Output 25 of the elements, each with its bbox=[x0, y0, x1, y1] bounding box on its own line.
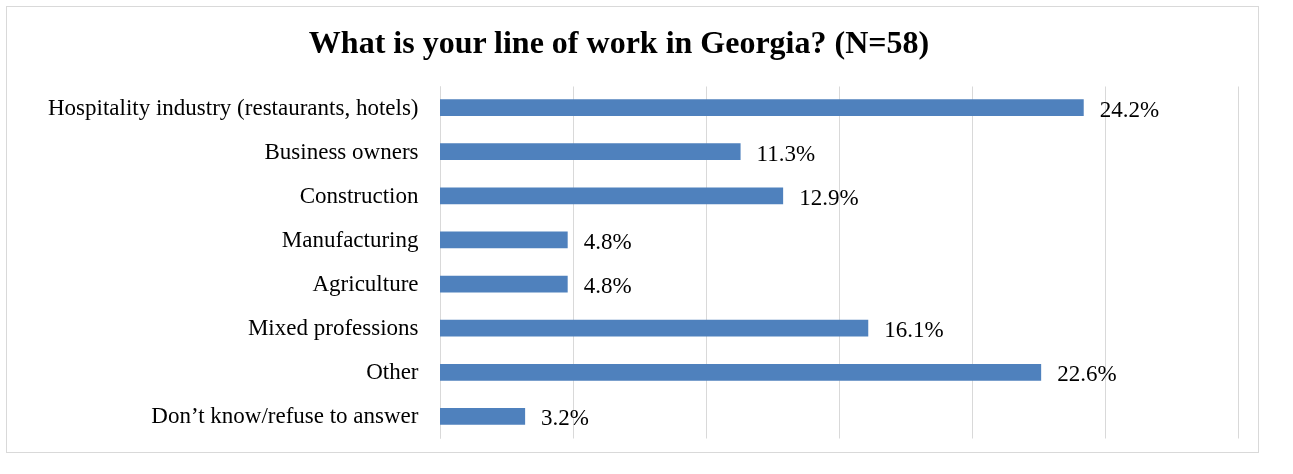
chart-title: What is your line of work in Georgia? (N=58) bbox=[308, 24, 930, 60]
bar bbox=[440, 99, 1084, 116]
bar bbox=[440, 363, 1042, 381]
data-label: 11.3% bbox=[756, 140, 816, 166]
y-tick-label: Agriculture bbox=[312, 271, 419, 297]
data-label: 16.1% bbox=[884, 317, 944, 343]
y-tick-label: Business owners bbox=[264, 138, 419, 164]
y-tick-label: Construction bbox=[299, 182, 419, 208]
data-label: 12.9% bbox=[799, 184, 859, 210]
bar bbox=[440, 275, 568, 293]
bar bbox=[440, 187, 784, 205]
bar bbox=[440, 143, 741, 161]
y-tick-label: Mixed professions bbox=[247, 315, 419, 341]
data-label: 22.6% bbox=[1057, 361, 1117, 387]
data-label: 4.8% bbox=[583, 228, 632, 254]
data-label: 24.2% bbox=[1099, 96, 1160, 122]
data-label: 4.8% bbox=[583, 273, 632, 299]
y-tick-label: Manufacturing bbox=[281, 226, 419, 252]
bar bbox=[440, 319, 869, 337]
y-tick-label: Hospitality industry (restaurants, hotels) bbox=[48, 94, 419, 120]
bar bbox=[440, 231, 568, 249]
y-tick-label: Don’t know/refuse to answer bbox=[151, 403, 419, 429]
data-label: 3.2% bbox=[541, 405, 590, 431]
bar bbox=[440, 408, 526, 425]
y-tick-label: Other bbox=[366, 359, 419, 385]
